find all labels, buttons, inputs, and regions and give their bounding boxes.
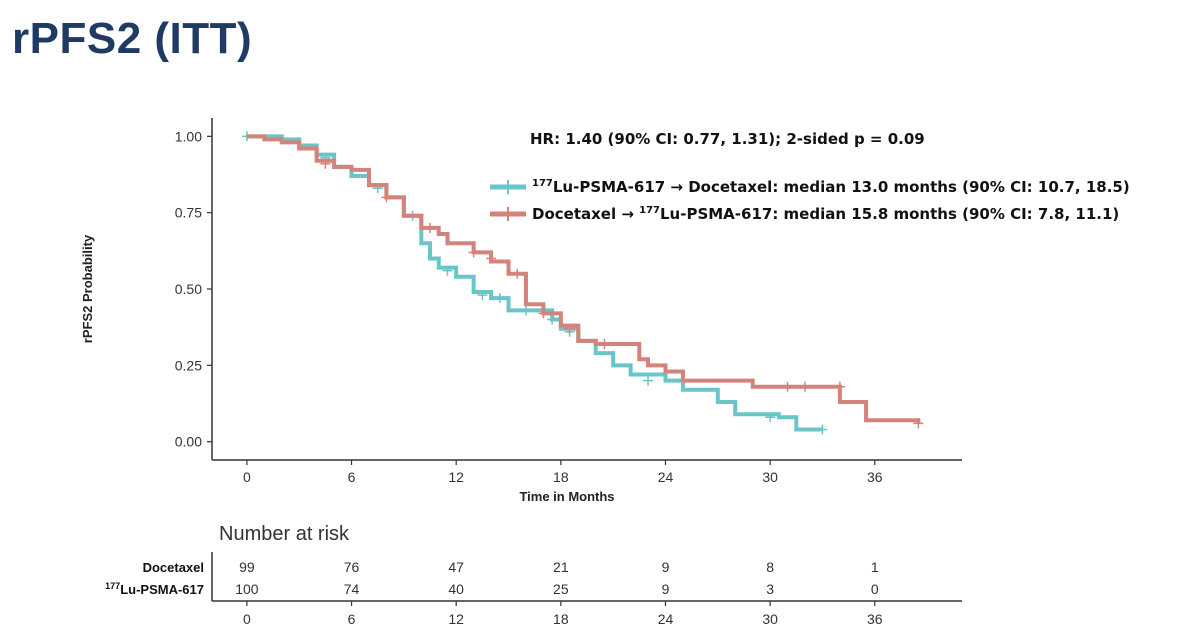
censor-mark-docetaxel xyxy=(425,222,436,233)
y-axis-title: rPFS2 Probability xyxy=(80,234,95,343)
axes xyxy=(211,118,962,461)
legend-label: Docetaxel → 177Lu-PSMA-617: median 15.8 … xyxy=(532,205,1119,223)
censor-mark-lu_psma xyxy=(477,290,488,301)
censor-mark-docetaxel xyxy=(486,253,497,264)
risk-x-tick-label: 24 xyxy=(658,611,674,627)
y-tick-label: 0.00 xyxy=(175,434,202,450)
censor-mark-docetaxel xyxy=(800,381,811,392)
risk-table-x-ticks: 0 6 12 18 24 30 36 xyxy=(243,601,883,627)
y-ticks: 0.00 0.25 0.50 0.75 1.00 xyxy=(175,128,212,450)
censor-mark-docetaxel xyxy=(564,323,575,334)
censor-mark-docetaxel xyxy=(468,247,479,258)
x-tick-label: 0 xyxy=(243,469,251,485)
series-layer xyxy=(241,131,924,435)
risk-cell: 40 xyxy=(448,581,464,597)
risk-table: Number at risk Docetaxel 99 76 47 21 9 8 1 177Lu… xyxy=(105,523,962,627)
risk-x-tick-label: 0 xyxy=(243,611,251,627)
censor-mark-docetaxel xyxy=(782,381,793,392)
risk-cell: 9 xyxy=(662,581,670,597)
risk-table-title: Number at risk xyxy=(219,523,350,545)
x-tick-label: 24 xyxy=(658,469,674,485)
censor-mark-lu_psma xyxy=(817,424,828,435)
risk-cell: 3 xyxy=(766,581,774,597)
risk-x-tick-label: 18 xyxy=(553,611,569,627)
y-tick-label: 0.50 xyxy=(175,281,202,297)
risk-x-tick-label: 36 xyxy=(867,611,883,627)
risk-row-label: 177Lu-PSMA-617 xyxy=(105,581,204,597)
legend: 177Lu-PSMA-617 → Docetaxel: median 13.0 … xyxy=(490,178,1130,223)
x-tick-label: 6 xyxy=(348,469,356,485)
risk-cell: 74 xyxy=(344,581,360,597)
slide-title: rPFS2 (ITT) xyxy=(12,14,253,63)
risk-cell: 0 xyxy=(871,581,879,597)
censor-mark-lu_psma xyxy=(520,305,531,316)
risk-cell: 8 xyxy=(766,559,774,575)
y-tick-label: 0.75 xyxy=(175,205,202,221)
risk-cell: 100 xyxy=(235,581,259,597)
censor-mark-docetaxel xyxy=(834,381,845,392)
y-tick-label: 1.00 xyxy=(175,128,202,144)
risk-row-label: Docetaxel xyxy=(143,560,204,575)
censor-mark-lu_psma xyxy=(494,293,505,304)
censor-mark-lu_psma xyxy=(547,314,558,325)
hr-annotation: HR: 1.40 (90% CI: 0.77, 1.31); 2-sided p… xyxy=(530,130,925,148)
censor-mark-docetaxel xyxy=(913,418,924,429)
y-tick-label: 0.25 xyxy=(175,357,202,373)
x-tick-label: 12 xyxy=(448,469,464,485)
risk-cell: 25 xyxy=(553,581,569,597)
risk-x-tick-label: 12 xyxy=(448,611,464,627)
censor-mark-docetaxel xyxy=(512,268,523,279)
censor-mark-docetaxel xyxy=(320,158,331,169)
risk-row: 177Lu-PSMA-617 100 74 40 25 9 3 0 xyxy=(105,581,879,597)
risk-table-rows: Docetaxel 99 76 47 21 9 8 1 177Lu-PSMA-617 100 74 4… xyxy=(105,559,879,597)
risk-cell: 1 xyxy=(871,559,879,575)
risk-cell: 9 xyxy=(662,559,670,575)
x-axis-title: Time in Months xyxy=(519,489,614,504)
censor-mark-lu_psma xyxy=(765,412,776,423)
risk-cell: 99 xyxy=(239,559,255,575)
censor-mark-docetaxel xyxy=(538,308,549,319)
x-tick-label: 18 xyxy=(553,469,569,485)
risk-cell: 21 xyxy=(553,559,569,575)
censor-mark-docetaxel xyxy=(599,338,610,349)
x-ticks: 0 6 12 18 24 30 36 xyxy=(243,460,883,485)
legend-label: 177Lu-PSMA-617 → Docetaxel: median 13.0 … xyxy=(532,178,1130,196)
risk-row: Docetaxel 99 76 47 21 9 8 1 xyxy=(143,559,879,575)
censor-mark-lu_psma xyxy=(442,265,453,276)
risk-cell: 76 xyxy=(344,559,360,575)
x-tick-label: 30 xyxy=(762,469,778,485)
risk-x-tick-label: 6 xyxy=(348,611,356,627)
legend-item-docetaxel: Docetaxel → 177Lu-PSMA-617: median 15.8 … xyxy=(490,205,1119,223)
legend-item-lu_psma: 177Lu-PSMA-617 → Docetaxel: median 13.0 … xyxy=(490,178,1130,196)
risk-cell: 47 xyxy=(448,559,464,575)
censor-mark-docetaxel xyxy=(381,192,392,203)
censor-mark-lu_psma xyxy=(643,375,654,386)
x-tick-label: 36 xyxy=(867,469,883,485)
risk-x-tick-label: 30 xyxy=(762,611,778,627)
